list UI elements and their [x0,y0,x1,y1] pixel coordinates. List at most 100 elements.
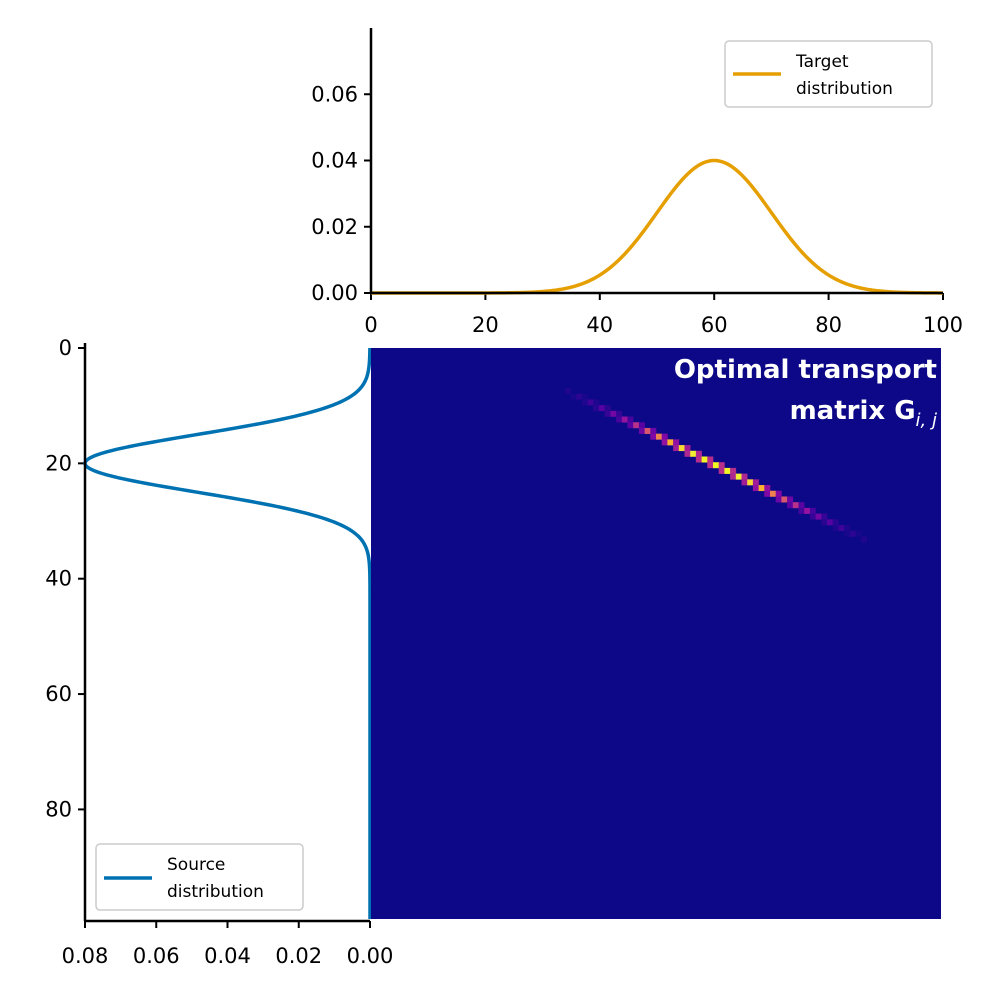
heatmap-cell [735,473,742,480]
top-x-tick-label: 20 [472,313,499,337]
left-value-tick-label: 0.00 [347,944,394,968]
top-x-tick-label: 60 [701,313,728,337]
heatmap-cell [827,519,833,526]
heatmap-cell [770,490,776,497]
top-y-tick-label: 0.02 [311,215,358,239]
heatmap-title-subscript: i, j [916,410,937,431]
heatmap-cell [844,525,851,532]
heatmap-cell [787,502,794,509]
heatmap-cell [758,485,765,492]
heatmap-cell [718,462,725,469]
heatmap-cell [633,422,640,429]
left-index-ticks: 0 20 40 60 80 [45,336,85,821]
heatmap-cell [684,450,691,457]
left-legend-box [95,843,304,911]
top-legend-label-line1: Target [795,52,849,72]
heatmap-cell [667,439,674,446]
heatmap-cell [678,445,685,452]
top-x-tick-label: 40 [586,313,613,337]
heatmap-cell [627,416,634,423]
top-x-ticks: 0 20 40 60 80 100 [364,293,963,337]
heatmap-cell [718,467,725,474]
left-value-tick-label: 0.06 [133,944,180,968]
target-distribution-panel: 0.00 0.02 0.04 0.06 0 20 40 60 80 100 Target dis… [311,28,963,337]
heatmap-cell [638,422,645,429]
heatmap-cell [695,450,702,457]
heatmap-cell [690,450,697,457]
heatmap-cell [684,445,691,452]
left-value-tick-label: 0.08 [62,944,109,968]
source-distribution-panel: 0 20 40 60 80 0.08 0.06 0.04 0.02 0.00 Source di… [45,336,393,968]
heatmap-cell [616,416,623,423]
left-legend-label-line2: distribution [167,882,264,902]
heatmap-cell [656,433,662,440]
heatmap-cell [593,399,600,406]
top-x-tick-label: 0 [364,313,377,337]
left-index-tick-label: 20 [45,451,72,475]
heatmap-cell [798,507,805,514]
left-legend: Source distribution [95,843,304,911]
heatmap-cell [809,507,816,514]
heatmap-cell [564,387,571,394]
heatmap-cell [724,467,731,474]
top-x-tick-label: 100 [923,313,963,337]
heatmap-cell [593,405,600,412]
heatmap-cell [610,410,617,417]
heatmap-cell [581,399,588,406]
heatmap-cell [616,410,623,417]
top-y-tick-label: 0.00 [311,281,358,305]
heatmap-cell [587,399,594,406]
heatmap-cell [861,536,868,543]
heatmap-cell [775,496,782,503]
left-index-tick-label: 80 [45,797,72,821]
heatmap-cell [621,416,628,423]
heatmap-cell [741,473,748,480]
source-distribution-line [83,347,372,919]
heatmap-cell [650,427,657,434]
left-index-tick-label: 60 [45,682,72,706]
heatmap-cell [673,439,680,446]
heatmap-title-main: matrix G [790,396,916,426]
heatmap-cell [775,490,782,497]
heatmap-cell [707,462,714,469]
heatmap-cell [752,485,759,492]
heatmap-cell [747,479,754,486]
heatmap-cell [673,445,680,452]
heatmap-cell [855,530,862,537]
heatmap-cell [752,479,759,486]
heatmap-cell [644,427,651,434]
heatmap-cell [804,507,811,514]
heatmap-cell [821,513,828,520]
heatmap-cells [564,387,868,543]
target-distribution-line [371,158,944,295]
heatmap-cell [570,393,577,400]
heatmap-cell [832,525,839,532]
heatmap-cell [604,410,611,417]
left-value-tick-label: 0.02 [275,944,322,968]
heatmap-cell [701,456,708,463]
heatmap-cell [627,422,634,429]
top-legend: Target distribution [724,40,933,108]
heatmap-cell [815,513,822,520]
heatmap-background [371,348,941,919]
heatmap-cell [604,405,611,412]
heatmap-cell [730,473,737,480]
top-y-tick-label: 0.06 [311,82,358,106]
heatmap-cell [576,393,583,400]
heatmap-cell [638,427,645,434]
heatmap-cell [838,525,845,532]
left-legend-label-line1: Source [167,855,225,875]
heatmap-cell [821,519,828,526]
top-x-tick-label: 80 [815,313,842,337]
heatmap-cell [764,485,771,492]
heatmap-cell [849,530,856,537]
heatmap-cell [661,439,668,446]
heatmap-cell [695,456,702,463]
top-y-tick-label: 0.04 [311,149,358,173]
heatmap-cell [741,479,748,486]
heatmap-cell [787,496,794,503]
heatmap-cell [798,502,805,509]
heatmap-cell [781,496,788,503]
top-legend-box [724,40,933,108]
